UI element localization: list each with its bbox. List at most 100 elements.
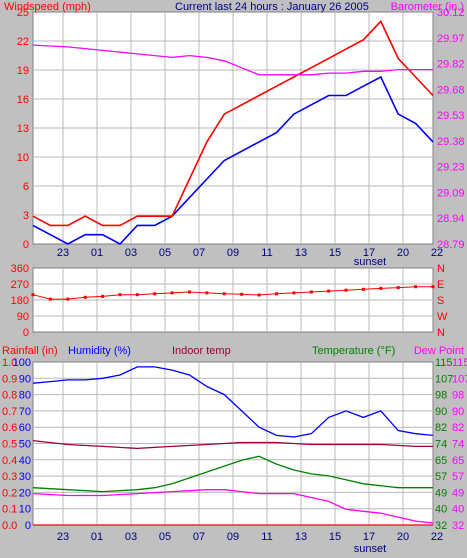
temperature-label: Temperature (°F) <box>312 345 395 357</box>
humidity-y-tick: 40 <box>19 455 31 467</box>
sunset-label-bottom: sunset <box>354 543 386 555</box>
direction-compass-tick: W <box>437 311 448 323</box>
rainfall-y-tick: 0.4 <box>2 455 17 467</box>
temp-x-tick: 05 <box>159 531 171 543</box>
direction-grid <box>33 268 438 332</box>
direction-compass-tick: E <box>437 279 444 291</box>
humidity-y-ticks: 0 10 20 30 40 50 60 70 80 90 100 <box>13 357 31 532</box>
wind-series <box>32 19 434 245</box>
temp-x-tick: 09 <box>227 531 239 543</box>
indoor-line <box>32 439 433 450</box>
wind-x-tick: 01 <box>91 247 103 259</box>
temp-panel: Rainfall (in) Humidity (%) Indoor temp T… <box>2 345 467 555</box>
barometer-line <box>32 44 433 76</box>
rainfall-y-tick: 0.9 <box>2 373 17 385</box>
rainfall-y-tick: 0.1 <box>2 504 17 516</box>
temp-x-tick: 07 <box>193 531 205 543</box>
dewpoint-y-ticks: 32 40 49 57 65 74 82 90 98 107 115 <box>452 357 467 532</box>
wind-x-tick: 05 <box>159 247 171 259</box>
direction-line <box>32 286 433 300</box>
humidity-y-tick: 100 <box>13 357 31 369</box>
temp-x-tick: 01 <box>91 531 103 543</box>
dewpoint-y-tick: 90 <box>452 406 464 418</box>
dewpoint-y-tick: 32 <box>452 520 464 532</box>
humidity-y-tick: 20 <box>19 487 31 499</box>
humidity-y-tick: 70 <box>19 406 31 418</box>
temp-x-tick: 22 <box>431 531 443 543</box>
wind-y-tick: 6 <box>23 181 29 193</box>
temperature-y-tick: 49 <box>435 487 447 499</box>
barometer-y-tick: 29.38 <box>437 136 465 148</box>
temp-x-tick: 20 <box>397 531 409 543</box>
wind-x-tick: 03 <box>125 247 137 259</box>
rainfall-y-tick: 0.0 <box>2 520 17 532</box>
wind-y-tick: 22 <box>17 36 29 48</box>
dewpoint-line <box>32 489 434 524</box>
temp-x-tick: 23 <box>57 531 69 543</box>
wind-x-tick: 22 <box>431 247 443 259</box>
dewpoint-y-tick: 65 <box>452 455 464 467</box>
temp-x-ticks: 23 01 03 05 07 09 11 13 15 17 20 22 <box>57 531 443 543</box>
rainfall-y-tick: 0.2 <box>2 487 17 499</box>
dewpoint-y-tick: 115 <box>452 357 467 369</box>
humidity-line <box>32 366 434 438</box>
wind_gust-line <box>32 19 434 227</box>
rainfall-y-tick: 0.6 <box>2 422 17 434</box>
temperature-line <box>32 455 433 493</box>
rainfall-y-ticks: 0.0 0.1 0.2 0.3 0.4 0.5 0.6 0.7 0.8 0.9 1.0 <box>2 357 17 532</box>
dewpoint-y-tick: 40 <box>452 504 464 516</box>
wind-x-tick: 07 <box>193 247 205 259</box>
barometer-y-tick: 29.97 <box>437 33 465 45</box>
barometer-y-tick: 29.23 <box>437 162 465 174</box>
temperature-y-tick: 98 <box>435 390 447 402</box>
wind-grid <box>33 12 438 244</box>
wind_avg-line <box>32 75 434 245</box>
temperature-y-tick: 32 <box>435 520 447 532</box>
wind-panel: Windspeed (mph) Current last 24 hours : … <box>4 1 465 268</box>
rainfall-y-tick: 0.7 <box>2 406 17 418</box>
wind-y-tick: 25 <box>17 7 29 19</box>
temperature-y-tick: 57 <box>435 471 447 483</box>
dewpoint-y-tick: 57 <box>452 471 464 483</box>
barometer-y-ticks: 28.79 28.94 29.09 29.23 29.38 29.53 29.68 29.82… <box>437 7 465 251</box>
direction-degree-tick: 90 <box>17 311 29 323</box>
rainfall-y-tick: 0.5 <box>2 439 17 451</box>
indoor-temp-label: Indoor temp <box>172 345 231 357</box>
wind-x-tick: 09 <box>227 247 239 259</box>
barometer-y-tick: 28.79 <box>437 239 465 251</box>
wind-x-tick: 13 <box>295 247 307 259</box>
direction-degree-tick: 360 <box>11 263 29 275</box>
temperature-y-ticks: 32 40 49 57 65 74 82 90 98 107 115 <box>435 357 453 532</box>
humidity-y-tick: 50 <box>19 439 31 451</box>
wind-x-tick: 20 <box>397 247 409 259</box>
rainfall-y-tick: 0.8 <box>2 390 17 402</box>
temperature-y-tick: 90 <box>435 406 447 418</box>
temperature-y-tick: 65 <box>435 455 447 467</box>
temp-x-tick: 15 <box>329 531 341 543</box>
direction-degree-tick: 0 <box>23 327 29 339</box>
dewpoint-y-tick: 98 <box>452 390 464 402</box>
humidity-label: Humidity (%) <box>68 345 131 357</box>
temperature-y-tick: 74 <box>435 439 447 451</box>
direction-compass-tick: S <box>437 295 444 307</box>
dewpoint-y-tick: 107 <box>452 373 467 385</box>
humidity-y-tick: 30 <box>19 471 31 483</box>
dewpoint-y-tick: 74 <box>452 439 464 451</box>
direction-degree-ticks: 0 90 180 270 360 <box>11 263 29 339</box>
barometer-y-tick: 29.53 <box>437 110 465 122</box>
barometer-label: Barometer (in.) <box>391 1 464 13</box>
barometer-y-tick: 29.82 <box>437 59 465 71</box>
humidity-y-tick: 90 <box>19 373 31 385</box>
temp-series <box>32 366 434 526</box>
wind-x-tick: 17 <box>363 247 375 259</box>
temperature-y-tick: 82 <box>435 422 447 434</box>
temperature-y-tick: 40 <box>435 504 447 516</box>
temp-x-tick: 03 <box>125 531 137 543</box>
chart-title: Current last 24 hours : January 26 2005 <box>175 1 369 13</box>
wind-x-tick: 15 <box>329 247 341 259</box>
wind-y-tick: 0 <box>23 239 29 251</box>
humidity-y-tick: 0 <box>25 520 31 532</box>
